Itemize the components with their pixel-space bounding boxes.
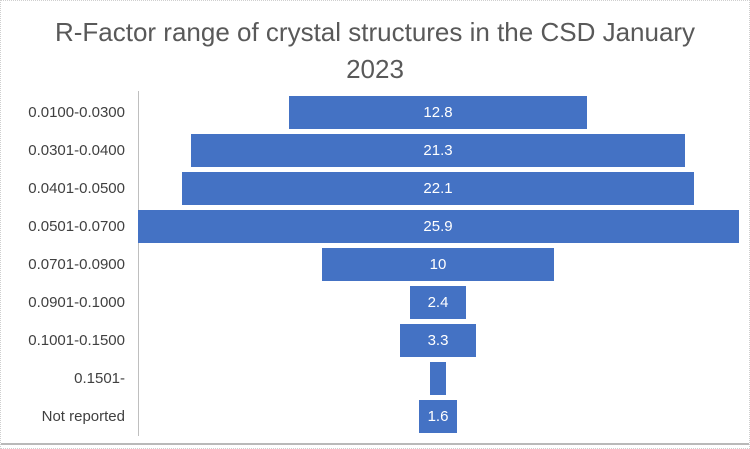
bar-data-label: 1.6 — [427, 408, 449, 425]
category-axis: 0.0100-0.0300 0.0301-0.0400 0.0401-0.0500 0… — [1, 89, 138, 438]
funnel-bar — [190, 134, 686, 167]
funnel-bar — [410, 286, 466, 319]
category-axis-line — [138, 91, 139, 436]
funnel-bar — [419, 400, 457, 433]
bar-data-label: 25.9 — [423, 218, 453, 235]
bar-data-label: 21.3 — [423, 142, 453, 159]
category-label: 0.1001-0.1500 — [28, 332, 125, 349]
bar-data-label: 10 — [429, 256, 447, 273]
category-label: 0.0701-0.0900 — [28, 256, 125, 273]
funnel-bar — [321, 248, 554, 281]
category-label: 0.0100-0.0300 — [28, 104, 125, 121]
bar-data-label: 3.3 — [427, 332, 449, 349]
chart-title: R-Factor range of crystal structures in … — [1, 14, 749, 88]
bar-data-label: 2.4 — [427, 294, 449, 311]
bar-data-label: 22.1 — [423, 180, 453, 197]
chart-title-line-1: R-Factor range of crystal structures in … — [54, 17, 696, 47]
category-label: Not reported — [41, 408, 125, 425]
chart-bottom-edge — [1, 443, 749, 445]
chart-title-line-2: 2023 — [346, 54, 404, 84]
category-label: 0.0901-0.1000 — [28, 294, 125, 311]
funnel-bar — [181, 172, 695, 205]
plot-area: 12.8 21.3 22.1 25.9 10 2.4 3.3 1.6 — [137, 89, 749, 438]
bar-data-label: 12.8 — [423, 104, 453, 121]
category-label: 0.0401-0.0500 — [28, 180, 125, 197]
funnel-bar — [289, 96, 587, 129]
funnel-bar — [399, 324, 477, 357]
funnel-bar — [429, 362, 447, 395]
funnel-bar — [137, 210, 739, 243]
category-label: 0.1501- — [74, 370, 125, 387]
category-label: 0.0501-0.0700 — [28, 218, 125, 235]
category-label: 0.0301-0.0400 — [28, 142, 125, 159]
